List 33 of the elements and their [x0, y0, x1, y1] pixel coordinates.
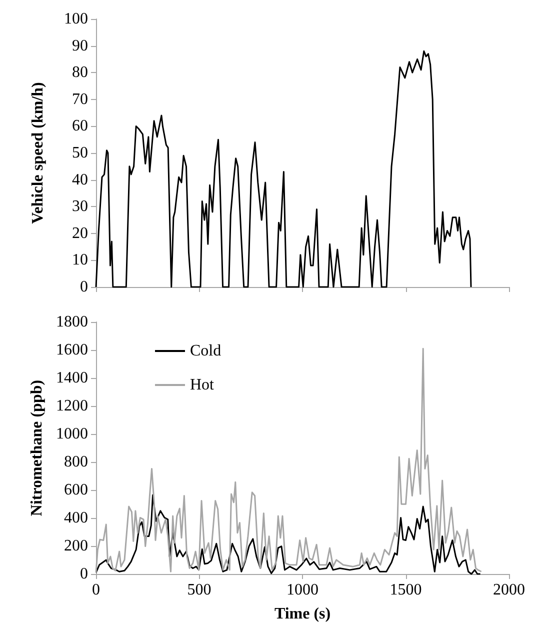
y-axis-title: Vehicle speed (km/h) [30, 82, 46, 224]
line-series [95, 494, 482, 575]
x-tick-label: 2000 [493, 582, 525, 598]
y-tick-label: 10 [72, 252, 88, 269]
x-tick-label: 0 [92, 582, 100, 598]
legend-label: Hot [190, 376, 215, 394]
y-tick-label: 20 [72, 224, 88, 242]
y-tick-label: 600 [64, 482, 88, 498]
x-tick-label: 500 [187, 582, 212, 598]
y-tick-label: 70 [72, 90, 88, 108]
y-tick-label: 50 [72, 144, 88, 162]
y-tick-label: 30 [72, 198, 88, 216]
y-tick-label: 800 [64, 454, 88, 470]
y-tick-label: 0 [80, 566, 88, 582]
x-tick-label: 1000 [286, 582, 318, 598]
line-series [95, 50, 472, 288]
y-tick-label: 1600 [56, 342, 88, 358]
y-tick-label: 400 [64, 510, 88, 526]
y-tick-label: 0 [80, 278, 88, 296]
y-tick-label: 60 [72, 118, 88, 135]
legend-label: Cold [190, 342, 222, 360]
y-axis-title: Nitromethane (ppb) [28, 380, 46, 516]
x-axis-title: Time (s) [274, 606, 331, 622]
y-tick-label: 80 [72, 64, 88, 82]
y-tick-label: 100 [64, 10, 88, 28]
y-tick-label: 1800 [56, 314, 88, 330]
y-tick-label: 1400 [56, 370, 88, 386]
y-tick-label: 200 [64, 538, 88, 554]
y-tick-label: 1200 [56, 398, 88, 414]
y-tick-label: 1000 [56, 426, 88, 442]
y-tick-label: 90 [72, 37, 88, 54]
y-tick-label: 40 [72, 171, 88, 188]
x-tick-label: 1500 [390, 582, 422, 598]
